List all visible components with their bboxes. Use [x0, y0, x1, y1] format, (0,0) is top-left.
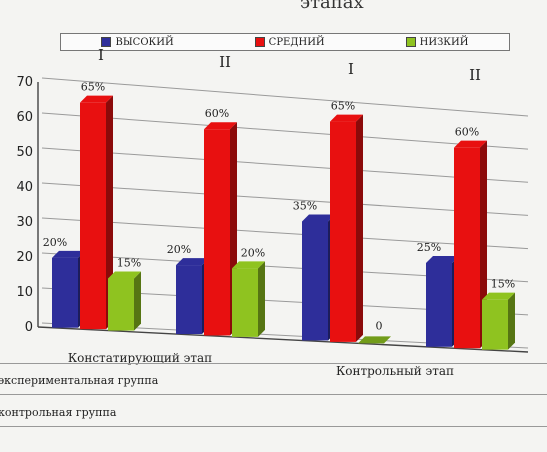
- chart-legend: ВЫСОКИЙ СРЕДНИЙ НИЗКИЙ: [60, 33, 510, 51]
- bar-top: [232, 261, 265, 269]
- gridline: [41, 182, 529, 216]
- data-label: 25%: [417, 241, 441, 254]
- legend-swatch-high: [101, 37, 112, 47]
- data-label: 60%: [205, 107, 229, 120]
- legend-label-medium: СРЕДНИЙ: [268, 36, 325, 48]
- chart-title-fragment: этапах: [300, 0, 364, 12]
- bar: [80, 102, 106, 330]
- y-tick-label: 0: [25, 320, 33, 335]
- data-label: 35%: [293, 199, 317, 212]
- bar: [426, 262, 452, 347]
- bar-top: [80, 95, 113, 103]
- data-label: 15%: [491, 278, 515, 291]
- y-tick-label: 20: [16, 250, 33, 265]
- bar-top: [482, 292, 515, 300]
- legend-item-high: ВЫСОКИЙ: [101, 36, 174, 48]
- legend-label-high: ВЫСОКИЙ: [115, 36, 174, 48]
- bar-top: [426, 255, 459, 263]
- legend-item-medium: СРЕДНИЙ: [254, 36, 325, 48]
- gridline: [41, 147, 529, 183]
- table-divider: [0, 394, 547, 395]
- bar: [232, 268, 258, 337]
- gridline: [41, 77, 529, 117]
- bar: [176, 265, 202, 335]
- bar: [302, 221, 328, 341]
- y-tick-label: 10: [16, 285, 33, 300]
- table-divider: [0, 426, 547, 427]
- stage-label: Контрольный этап: [336, 364, 454, 378]
- bar: [52, 257, 78, 328]
- gridline: [41, 217, 529, 250]
- group-label: I: [348, 60, 354, 78]
- y-tick-label: 50: [16, 145, 33, 160]
- bar-side: [134, 271, 141, 331]
- legend-swatch-low: [405, 37, 416, 47]
- data-label: 65%: [81, 81, 105, 94]
- legend-item-low: НИЗКИЙ: [405, 36, 469, 48]
- y-tick-label: 60: [16, 110, 33, 125]
- table-divider: [0, 363, 547, 364]
- bar-top: [330, 114, 363, 122]
- bar-side: [508, 292, 515, 350]
- y-tick-label: 40: [16, 180, 33, 195]
- group-label: I: [98, 46, 104, 64]
- data-label: 15%: [117, 256, 141, 269]
- bar-top: [204, 122, 237, 130]
- x-axis-line: [37, 326, 529, 353]
- stage-label: Констатирующий этап: [68, 351, 212, 365]
- gridline: [41, 112, 529, 150]
- bar: [108, 278, 134, 331]
- data-label: 20%: [167, 243, 191, 256]
- data-label: 0: [376, 319, 383, 332]
- data-label: 20%: [43, 236, 67, 249]
- bar: [482, 299, 508, 350]
- y-tick-label: 70: [16, 75, 33, 90]
- bar-top: [302, 214, 335, 222]
- legend-label-low: НИЗКИЙ: [419, 36, 469, 48]
- bar: [454, 147, 480, 349]
- bar-top: [454, 140, 487, 148]
- bar-top: [52, 250, 85, 258]
- data-label: 60%: [455, 126, 479, 139]
- bar-side: [258, 261, 265, 337]
- bar-side: [480, 140, 487, 349]
- data-label: 20%: [241, 246, 265, 259]
- bar-flat: [358, 336, 391, 344]
- table-row-experimental: экспериментальная группа: [0, 374, 159, 387]
- group-label: II: [219, 53, 231, 71]
- bar-top: [108, 271, 141, 279]
- bar: [330, 121, 356, 342]
- bar-side: [356, 114, 363, 342]
- bar-top: [176, 258, 209, 266]
- bar-side: [106, 95, 113, 330]
- bar: [204, 129, 230, 336]
- legend-swatch-medium: [254, 37, 265, 47]
- y-tick-label: 30: [16, 215, 33, 230]
- table-row-control: контрольная группа: [0, 406, 117, 419]
- data-label: 65%: [331, 100, 355, 113]
- group-label: II: [469, 66, 481, 84]
